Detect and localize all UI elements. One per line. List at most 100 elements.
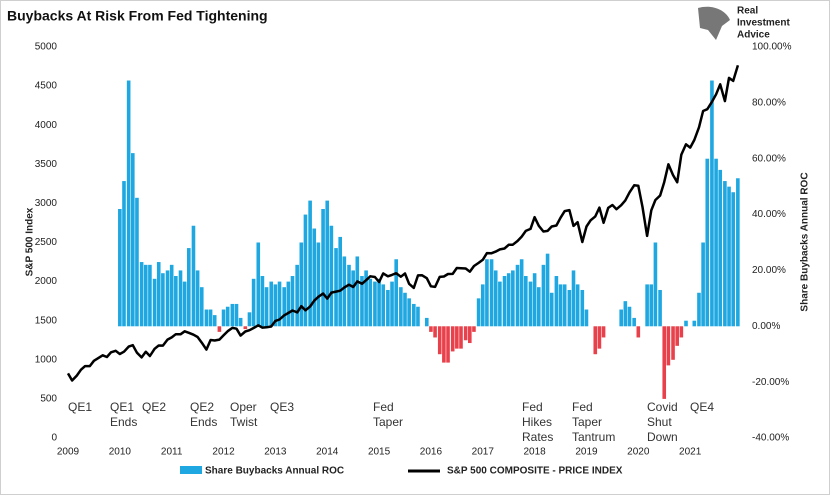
bar <box>723 181 727 327</box>
bar <box>597 326 602 349</box>
annotation: Twist <box>230 415 258 429</box>
bar <box>251 278 256 327</box>
y-tick-label: 4500 <box>35 81 58 92</box>
y2-tick-label: -20.00% <box>752 377 789 388</box>
x-tick-label: 2010 <box>109 447 132 458</box>
y-tick-label: 2500 <box>35 237 58 248</box>
annotation: Rates <box>522 430 553 444</box>
bar <box>217 326 222 332</box>
bar <box>662 326 667 399</box>
bar <box>489 259 494 327</box>
bar <box>342 256 347 327</box>
bar <box>584 309 589 327</box>
bar <box>178 270 183 327</box>
bar <box>277 281 282 327</box>
bar <box>701 242 705 327</box>
bar <box>459 326 463 349</box>
bar <box>450 326 455 352</box>
bar <box>131 153 135 327</box>
y2-tick-label: 0.00% <box>752 321 780 332</box>
x-tick-label: 2013 <box>264 447 287 458</box>
logo-text: Advice <box>737 30 770 41</box>
bar <box>727 186 731 327</box>
bar <box>122 181 126 327</box>
bar <box>575 284 580 327</box>
bar <box>338 236 342 327</box>
bar <box>710 80 714 327</box>
bar <box>472 326 476 332</box>
bar <box>506 273 511 327</box>
bar <box>243 326 248 330</box>
bar <box>416 306 420 327</box>
bar <box>230 303 235 327</box>
bar <box>191 225 196 327</box>
bar <box>152 278 157 327</box>
bar <box>619 309 623 327</box>
bar <box>135 197 139 327</box>
bar <box>412 303 416 327</box>
bar <box>554 276 559 327</box>
bar <box>623 301 628 327</box>
bar <box>476 298 481 327</box>
y-tick-label: 4000 <box>35 120 58 131</box>
bar <box>169 264 174 327</box>
legend-label: S&P 500 COMPOSITE - PRICE INDEX <box>447 466 623 477</box>
bar <box>705 158 710 327</box>
y-tick-label: 3500 <box>35 159 58 170</box>
bar <box>545 253 550 327</box>
bar <box>329 225 334 327</box>
bar <box>511 270 515 327</box>
legend-label: Share Buybacks Annual ROC <box>205 466 344 477</box>
bar <box>303 214 308 327</box>
logo-text: Real <box>737 6 758 17</box>
bar <box>199 287 204 327</box>
bar <box>493 270 498 327</box>
annotation: Covid <box>647 400 678 414</box>
bar <box>580 289 585 327</box>
bar <box>593 326 598 355</box>
bar <box>316 242 321 327</box>
bar <box>174 276 178 327</box>
bar <box>692 320 697 327</box>
bar <box>247 312 252 327</box>
bar <box>290 276 295 327</box>
bar <box>368 278 373 327</box>
bar <box>225 306 230 327</box>
chart-title: Buybacks At Risk From Fed Tightening <box>7 8 268 24</box>
bar <box>502 276 507 327</box>
annotation: QE1 <box>110 400 134 414</box>
bar <box>295 264 299 327</box>
bar <box>165 270 170 327</box>
bar <box>325 200 330 327</box>
bar <box>381 284 386 327</box>
y2-tick-label: -40.00% <box>752 433 789 444</box>
bar <box>208 309 213 327</box>
bar <box>515 264 520 327</box>
x-tick-label: 2019 <box>575 447 598 458</box>
annotation: Shut <box>647 415 672 429</box>
bar <box>675 326 679 346</box>
annotation: QE1 <box>68 400 92 414</box>
bar <box>308 200 312 327</box>
annotation: Taper <box>373 415 403 429</box>
annotation: Hikes <box>522 415 552 429</box>
y-tick-label: 5000 <box>35 42 58 53</box>
bar <box>221 309 226 327</box>
y-axis-label: S&P 500 Index <box>25 207 36 276</box>
bar <box>126 80 131 327</box>
bar <box>399 287 403 327</box>
bar <box>455 326 459 349</box>
bar <box>118 208 122 327</box>
bar <box>256 242 261 327</box>
bar <box>549 292 554 327</box>
bar <box>714 158 718 327</box>
bar <box>571 270 576 327</box>
bar <box>429 326 433 332</box>
y2-tick-label: 60.00% <box>752 153 786 164</box>
bar <box>541 264 546 327</box>
annotation: Tantrum <box>572 430 615 444</box>
x-tick-label: 2009 <box>57 447 80 458</box>
bar <box>187 248 191 327</box>
bar <box>671 326 675 360</box>
